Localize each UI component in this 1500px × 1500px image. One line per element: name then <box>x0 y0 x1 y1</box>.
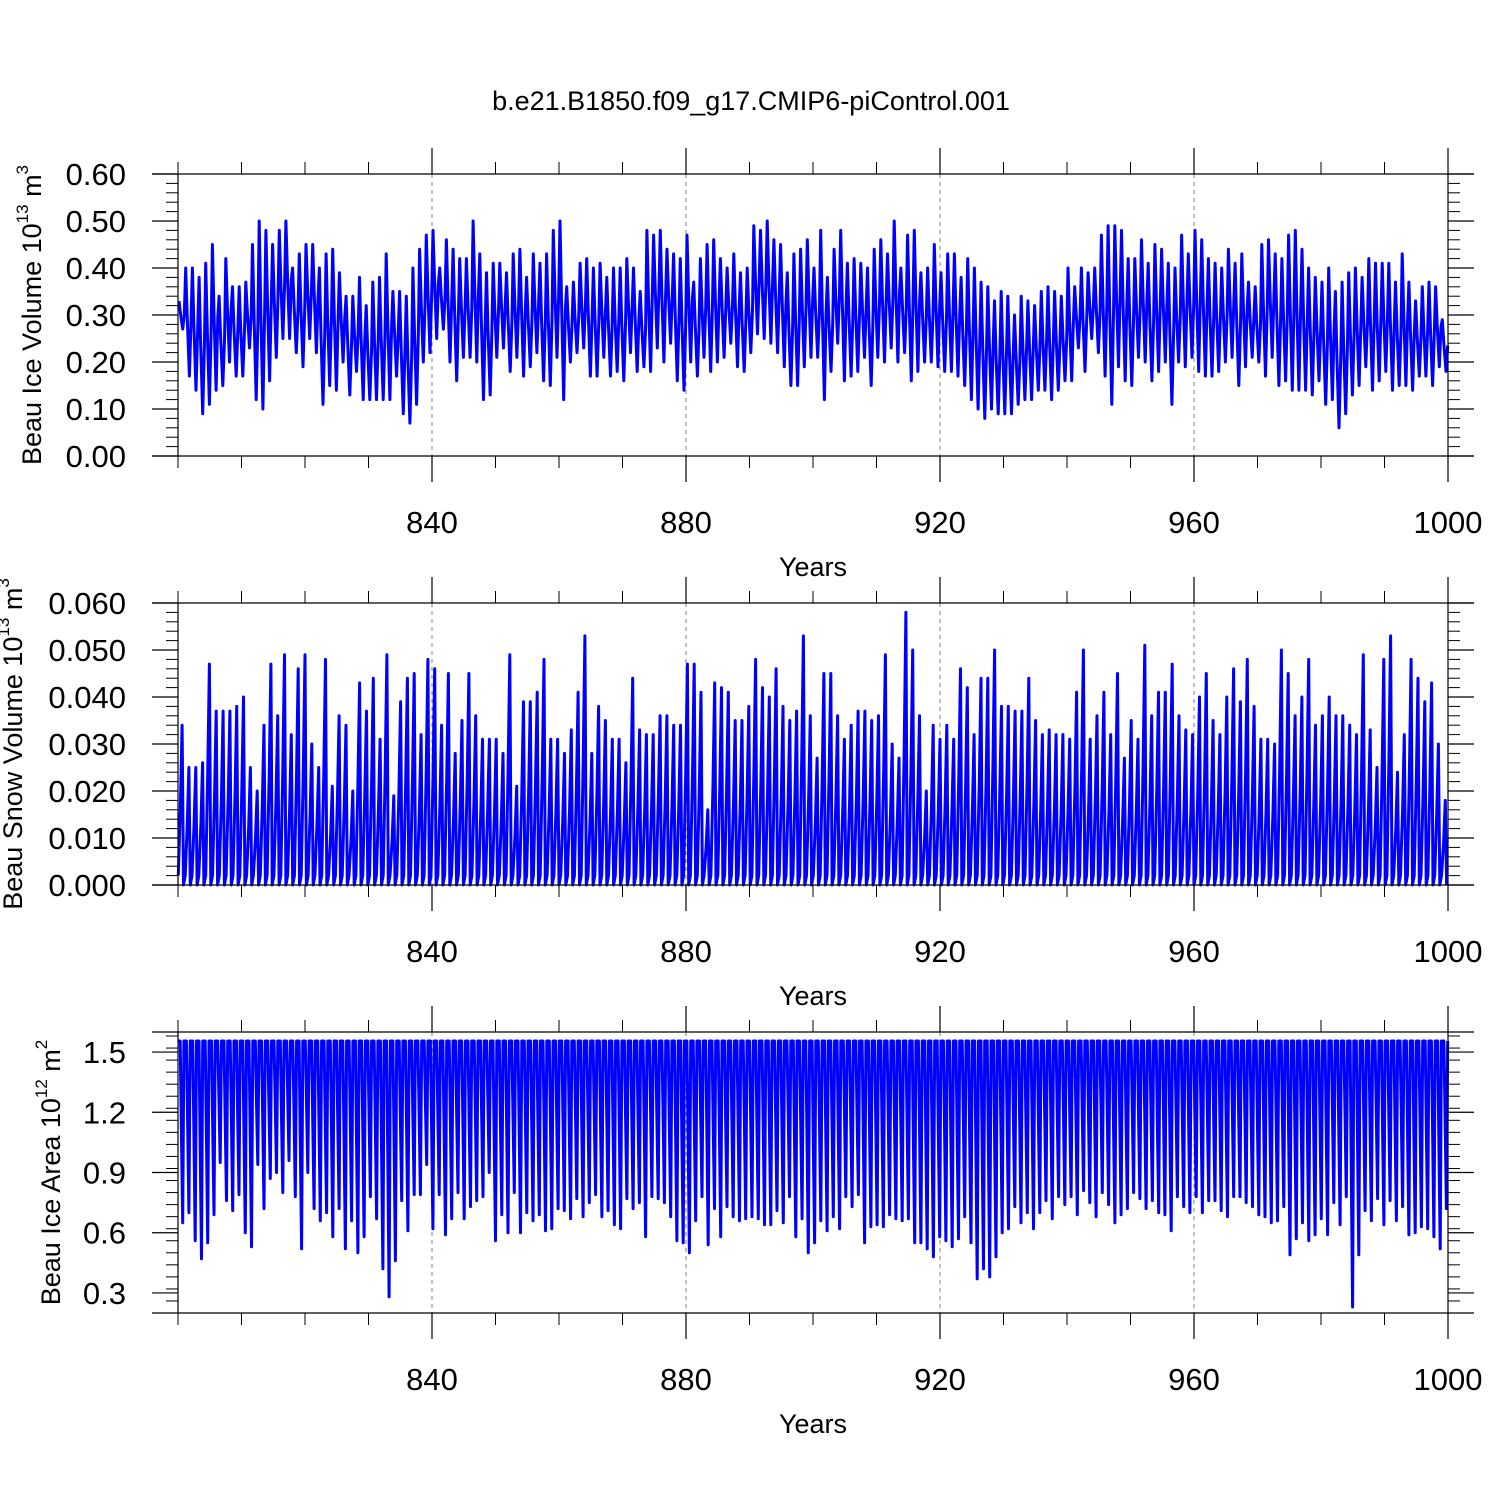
y-axis-title: Beau Snow Volume 1013 m3 <box>0 578 28 910</box>
y-tick-label: 1.2 <box>83 1095 126 1130</box>
x-tick-label: 880 <box>660 934 712 969</box>
y-tick-label: 0.10 <box>66 392 126 427</box>
y-tick-label: 0.050 <box>48 633 126 668</box>
x-tick-label: 920 <box>914 505 966 540</box>
x-tick-label: 960 <box>1168 934 1220 969</box>
y-tick-label: 0.3 <box>83 1276 126 1311</box>
y-tick-label: 1.5 <box>83 1035 126 1070</box>
series-line <box>178 1039 1450 1309</box>
x-tick-label: 840 <box>406 505 458 540</box>
x-axis-title: Years <box>779 981 847 1011</box>
x-tick-label: 960 <box>1168 1362 1220 1397</box>
y-tick-label: 0.30 <box>66 298 126 333</box>
x-axis-title: Years <box>779 1409 847 1439</box>
x-tick-label: 1000 <box>1414 1362 1483 1397</box>
y-tick-label: 0.20 <box>66 345 126 380</box>
series-line <box>177 219 1450 430</box>
y-tick-label: 0.9 <box>83 1156 126 1191</box>
y-tick-label: 0.60 <box>66 157 126 192</box>
x-tick-label: 880 <box>660 1362 712 1397</box>
x-tick-label: 920 <box>914 934 966 969</box>
y-axis-title: Beau Ice Volume 1013 m3 <box>13 165 47 465</box>
y-tick-label: 0.020 <box>48 774 126 809</box>
x-tick-label: 920 <box>914 1362 966 1397</box>
y-tick-label: 0.40 <box>66 251 126 286</box>
y-axis-title: Beau Ice Area 1012 m2 <box>32 1040 66 1306</box>
series-line <box>176 610 1449 887</box>
x-tick-label: 1000 <box>1414 934 1483 969</box>
y-tick-label: 0.030 <box>48 727 126 762</box>
panel-2: 0.000 0.010 0.020 0.030 0.040 0.050 0.060 840 88… <box>0 577 1482 1011</box>
y-tick-label: 0.00 <box>66 439 126 474</box>
x-tick-label: 1000 <box>1414 505 1483 540</box>
y-tick-label: 0.040 <box>48 680 126 715</box>
panel-3: 0.3 0.6 0.9 1.2 1.5 840 880 920 960 1000 Years Beau… <box>32 1006 1482 1439</box>
x-tick-label: 960 <box>1168 505 1220 540</box>
chart-title: b.e21.B1850.f09_g17.CMIP6-piControl.001 <box>492 86 1010 116</box>
panels: 0.00 0.10 0.20 0.30 0.40 0.50 0.60 840 880 920 960… <box>0 148 1482 1439</box>
y-tick-label: 0.010 <box>48 821 126 856</box>
panel-1: 0.00 0.10 0.20 0.30 0.40 0.50 0.60 840 880 920 960… <box>13 148 1482 582</box>
x-tick-label: 880 <box>660 505 712 540</box>
x-tick-label: 840 <box>406 934 458 969</box>
x-axis-title: Years <box>779 552 847 582</box>
y-tick-label: 0.6 <box>83 1216 126 1251</box>
y-tick-label: 0.000 <box>48 868 126 903</box>
y-tick-label: 0.060 <box>48 586 126 621</box>
x-tick-label: 840 <box>406 1362 458 1397</box>
y-tick-label: 0.50 <box>66 204 126 239</box>
